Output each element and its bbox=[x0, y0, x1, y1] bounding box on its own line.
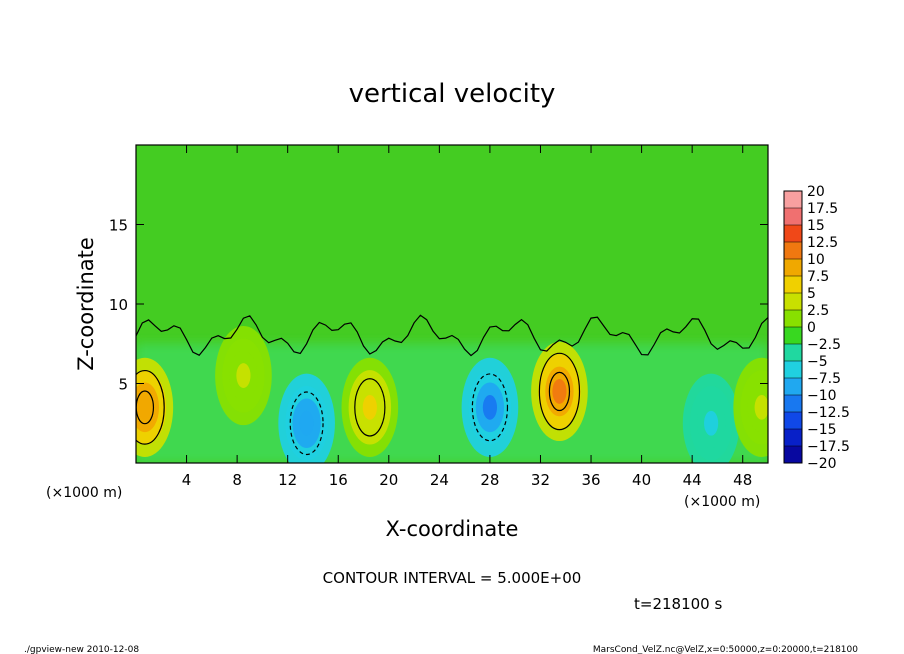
contour-ring bbox=[289, 391, 324, 456]
footer-left: ./gpview-new 2010-12-08 bbox=[24, 645, 139, 654]
y-tick-label: 5 bbox=[118, 376, 128, 394]
colorbar-cell bbox=[784, 361, 802, 378]
colorbar-label: 12.5 bbox=[807, 235, 838, 251]
colorbar-cell bbox=[784, 259, 802, 276]
extremum-level bbox=[552, 379, 567, 404]
colorbar-label: −5 bbox=[807, 354, 828, 370]
x-tick-label: 8 bbox=[232, 471, 242, 489]
velocity-extremum bbox=[682, 373, 740, 463]
colorbar-cell bbox=[784, 378, 802, 395]
extremum-level bbox=[236, 363, 251, 388]
contour-ring bbox=[548, 371, 571, 412]
extremum-level bbox=[754, 394, 768, 420]
colorbar-cell bbox=[784, 310, 802, 327]
y-tick-label: 10 bbox=[109, 296, 128, 314]
x-tick-label: 44 bbox=[683, 471, 702, 489]
colorbar-cell bbox=[784, 208, 802, 225]
extremum-level bbox=[482, 394, 497, 420]
y-axis-label: Z-coordinate bbox=[74, 237, 98, 371]
x-tick-label: 32 bbox=[531, 471, 550, 489]
x-tick-label: 28 bbox=[480, 471, 499, 489]
colorbar-label: 17.5 bbox=[807, 201, 838, 217]
extremum-level bbox=[299, 410, 314, 436]
x-tick-label: 12 bbox=[278, 471, 297, 489]
extremum-level bbox=[137, 394, 152, 420]
colorbar-label: −2.5 bbox=[807, 337, 841, 353]
x-tick-label: 24 bbox=[430, 471, 449, 489]
velocity-extremum bbox=[461, 357, 519, 457]
colorbar-label: −20 bbox=[807, 456, 837, 472]
colorbar-label: 2.5 bbox=[807, 303, 829, 319]
velocity-extremum bbox=[733, 357, 768, 457]
colorbar-label: 15 bbox=[807, 218, 825, 234]
contour-ring bbox=[354, 378, 386, 437]
extremum-level bbox=[704, 410, 719, 436]
colorbar-cell bbox=[784, 191, 802, 208]
colorbar-label: 10 bbox=[807, 252, 825, 268]
colorbar-cell bbox=[784, 293, 802, 310]
footer-right: MarsCond_VelZ.nc@VelZ,x=0:50000,z=0:2000… bbox=[593, 645, 858, 654]
colorbar-cell bbox=[784, 429, 802, 446]
colorbar-label: 20 bbox=[807, 184, 825, 200]
colorbar-label: −10 bbox=[807, 388, 837, 404]
x-axis-unit-left: (×1000 m) bbox=[46, 485, 122, 501]
colorbar-label: −7.5 bbox=[807, 371, 841, 387]
y-axis-ticks: 5 10 15 bbox=[109, 217, 768, 394]
colorbar-cell bbox=[784, 327, 802, 344]
y-tick-label: 15 bbox=[109, 217, 128, 235]
colorbar-cell bbox=[784, 344, 802, 361]
x-axis-unit-right: (×1000 m) bbox=[684, 494, 760, 510]
colorbar-cell bbox=[784, 225, 802, 242]
time-label: t=218100 s bbox=[634, 595, 722, 613]
x-tick-label: 20 bbox=[379, 471, 398, 489]
colorbar-cell bbox=[784, 276, 802, 293]
extremum-level bbox=[362, 394, 377, 420]
x-axis-ticks: 4 8 12 16 20 24 28 32 36 40 44 48 bbox=[182, 145, 752, 489]
velocity-field bbox=[136, 325, 768, 463]
velocity-extremum bbox=[341, 357, 399, 457]
colorbar-label: −17.5 bbox=[807, 439, 850, 455]
colorbar-label: 7.5 bbox=[807, 269, 829, 285]
x-tick-label: 16 bbox=[329, 471, 348, 489]
velocity-extremum bbox=[278, 373, 335, 463]
x-tick-label: 36 bbox=[581, 471, 600, 489]
colorbar-cell bbox=[784, 242, 802, 259]
colorbar-label: 5 bbox=[807, 286, 816, 302]
velocity-extremum bbox=[215, 325, 272, 426]
colorbar-cell bbox=[784, 412, 802, 429]
colorbar-cell bbox=[784, 395, 802, 412]
x-tick-label: 40 bbox=[632, 471, 651, 489]
chart-title: vertical velocity bbox=[349, 79, 556, 109]
colorbar-label: 0 bbox=[807, 320, 816, 336]
x-axis-label: X-coordinate bbox=[386, 517, 519, 541]
x-tick-label: 4 bbox=[182, 471, 192, 489]
colorbar-label: −12.5 bbox=[807, 405, 850, 421]
colorbar-cell bbox=[784, 446, 802, 463]
colorbar: 2017.51512.5107.552.50−2.5−5−7.5−10−12.5… bbox=[783, 184, 850, 472]
zero-contour bbox=[136, 314, 768, 357]
velocity-extremum bbox=[136, 357, 174, 457]
contour-ring bbox=[538, 352, 581, 431]
contour-interval-text: CONTOUR INTERVAL = 5.000E+00 bbox=[323, 569, 582, 587]
contour-ring bbox=[136, 369, 165, 445]
contour-ring bbox=[471, 373, 509, 442]
x-tick-label: 48 bbox=[733, 471, 752, 489]
colorbar-label: −15 bbox=[807, 422, 837, 438]
